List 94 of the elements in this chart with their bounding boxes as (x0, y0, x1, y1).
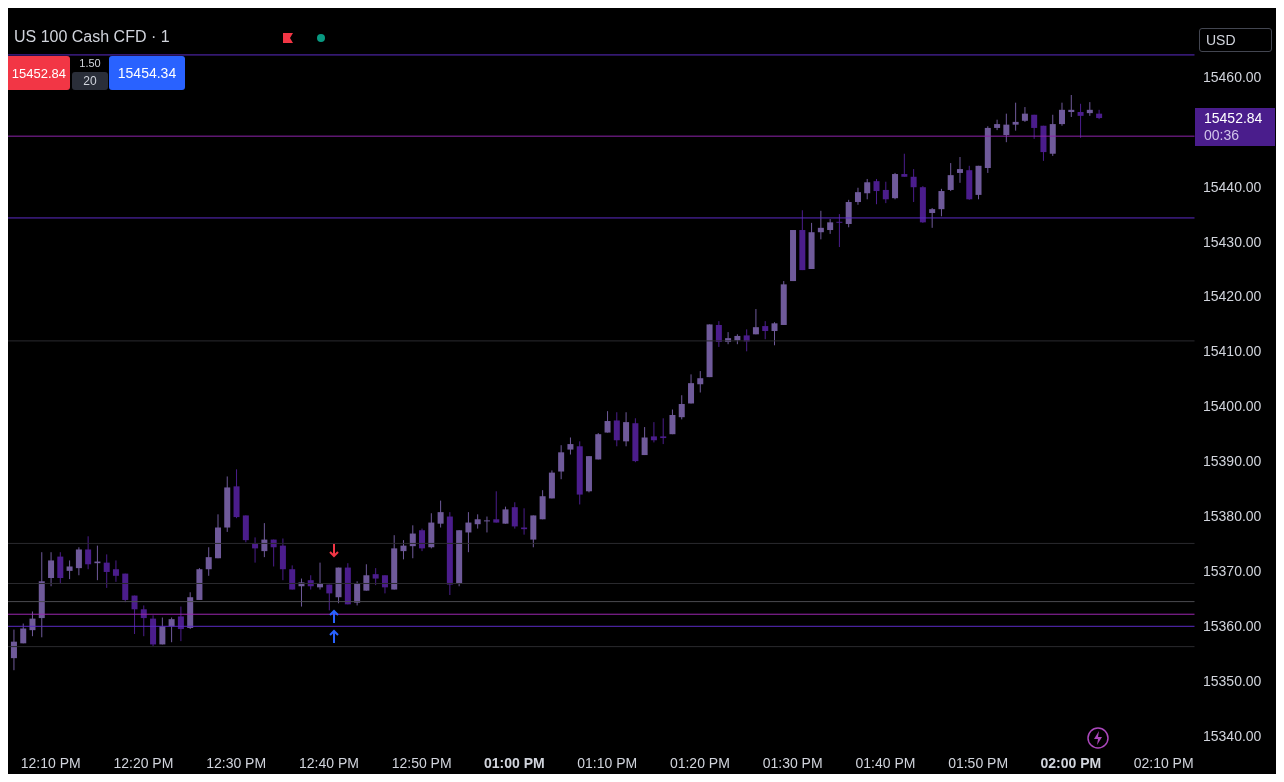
candlestick (901, 153, 908, 178)
text: 15452.84 (1204, 110, 1264, 127)
y-tick-label: 15430.00 (1203, 233, 1262, 250)
candlestick (1077, 103, 1084, 139)
candlestick (1031, 114, 1038, 140)
candlestick (103, 553, 110, 589)
candlestick (873, 178, 880, 205)
text: USD (1199, 28, 1272, 52)
candlestick (483, 516, 490, 533)
y-tick-label: 15380.00 (1203, 507, 1262, 524)
candlestick (279, 537, 286, 581)
annotation: 1.50 (78, 56, 102, 71)
x-tick-label: 12:20 PM (113, 755, 174, 771)
candlestick (660, 417, 667, 445)
candlestick (910, 168, 917, 203)
y-tick-label: 15360.00 (1203, 617, 1262, 634)
candlestick (994, 119, 1001, 131)
y-tick-label: 15460.00 (1203, 68, 1262, 85)
candlestick (697, 370, 704, 393)
x-tick-label: 01:50 PM (948, 755, 1009, 771)
x-tick-label: 01:30 PM (762, 755, 823, 771)
candlestick (882, 181, 889, 204)
candlestick (168, 617, 175, 643)
x-tick-label: 01:10 PM (577, 755, 638, 771)
candlestick (539, 489, 546, 520)
candlestick (57, 551, 64, 585)
candlestick (1058, 102, 1065, 127)
candlestick (623, 411, 630, 447)
candlestick (845, 199, 852, 228)
candlestick (762, 320, 769, 340)
candlestick (159, 617, 166, 645)
annotation: 20 (72, 72, 108, 90)
candlestick (465, 511, 472, 553)
x-tick-label: 12:30 PM (206, 755, 267, 771)
candlestick (929, 207, 936, 229)
candlestick (678, 394, 685, 420)
x-tick-label: 12:50 PM (391, 755, 452, 771)
y-tick-label: 15440.00 (1203, 178, 1262, 195)
y-tick-label: 15420.00 (1203, 288, 1262, 305)
y-tick-label: 15390.00 (1203, 453, 1262, 470)
candlestick (1096, 109, 1103, 120)
y-tick-label: 15340.00 (1203, 727, 1262, 744)
candlestick (836, 213, 843, 248)
candlestick (66, 559, 73, 580)
candlestick (85, 535, 92, 570)
annotation: 15452.84 (10, 64, 67, 83)
candlestick (1068, 94, 1075, 118)
candlestick (938, 188, 945, 217)
annotation: 15454.34 (109, 56, 185, 90)
candlestick (864, 178, 871, 200)
candlestick (1021, 106, 1028, 123)
candlestick (511, 501, 518, 530)
text: 00:36 (1204, 127, 1241, 144)
candlestick (326, 584, 333, 611)
candlestick (650, 421, 657, 443)
candlestick (613, 411, 620, 447)
candlestick (956, 156, 963, 184)
x-tick-label: 02:00 PM (1040, 755, 1102, 771)
x-tick-label: 02:10 PM (1133, 755, 1194, 771)
candlestick (112, 559, 119, 583)
x-tick-label: 01:00 PM (484, 755, 545, 771)
x-tick-label: 01:20 PM (669, 755, 730, 771)
candlestick (1003, 113, 1010, 143)
y-tick-label: 15400.00 (1203, 398, 1262, 415)
candlestick (48, 551, 55, 587)
candlestick (363, 563, 370, 592)
candlestick (140, 604, 147, 637)
candlestick (558, 444, 565, 480)
chart-title: US 100 Cash CFD · 1 (14, 28, 170, 46)
candlestick (289, 564, 296, 591)
candlestick (752, 308, 759, 335)
candlestick (419, 528, 426, 552)
candlestick (669, 409, 676, 435)
candlestick (947, 162, 954, 192)
candlestick (205, 546, 212, 577)
candlestick (437, 500, 444, 529)
candlestick (493, 490, 500, 524)
candlestick (75, 546, 82, 576)
candlestick (771, 321, 778, 346)
y-tick-label: 15350.00 (1203, 672, 1262, 689)
candlestick (688, 373, 695, 404)
x-tick-label: 01:40 PM (855, 755, 916, 771)
candlestick (177, 606, 184, 642)
x-tick-label: 12:10 PM (20, 755, 81, 771)
candlestick (400, 539, 407, 560)
candlestick (641, 426, 648, 456)
y-tick-label: 15370.00 (1203, 562, 1262, 579)
candlestick (354, 580, 361, 606)
y-tick-label: 15410.00 (1203, 343, 1262, 360)
candlestick (10, 629, 17, 671)
candlestick (1012, 102, 1019, 132)
x-tick-label: 12:40 PM (298, 755, 359, 771)
candlestick (817, 210, 824, 240)
candlestick (604, 410, 611, 434)
